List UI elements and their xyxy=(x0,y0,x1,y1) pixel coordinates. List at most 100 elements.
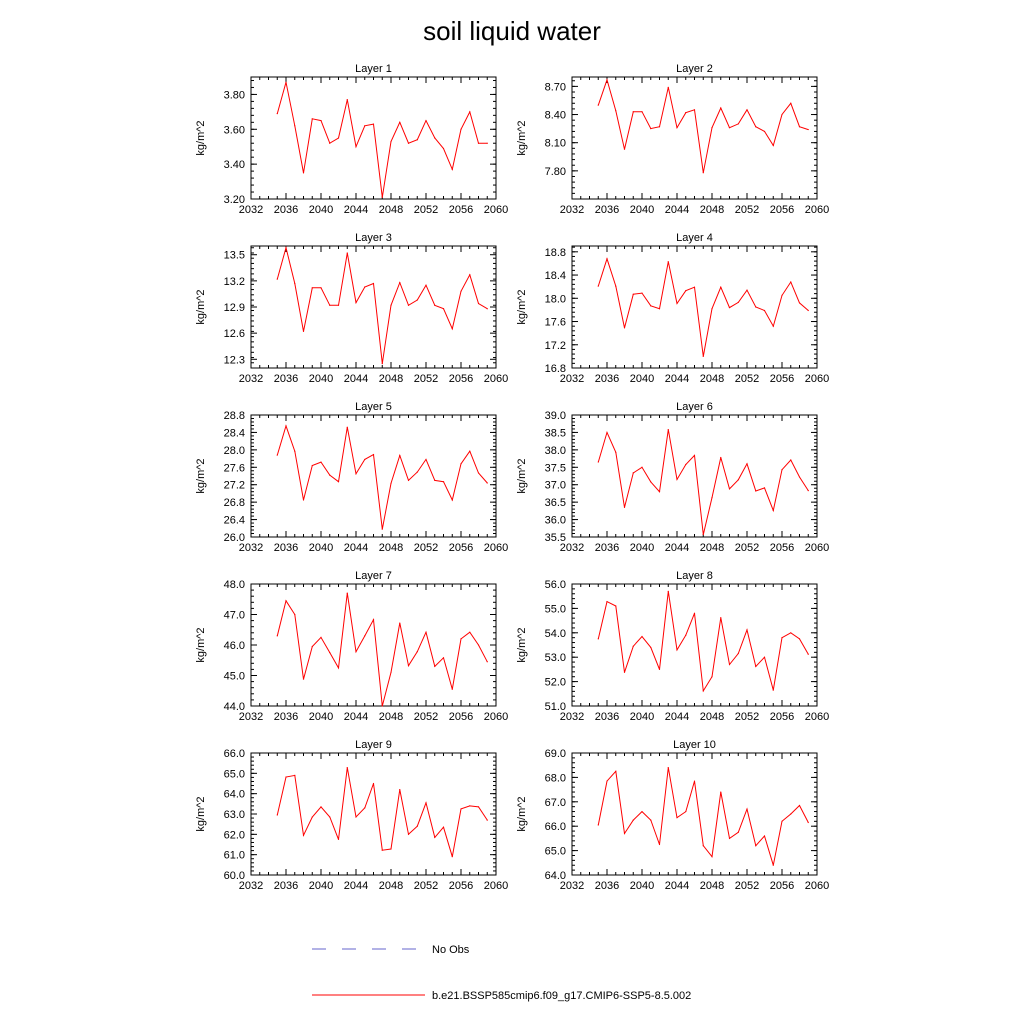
x-tick-label: 2032 xyxy=(560,880,584,892)
panel-title: Layer 9 xyxy=(355,739,392,751)
data-point xyxy=(746,289,748,291)
data-point xyxy=(425,458,427,461)
data-point xyxy=(790,813,792,815)
x-tick-label: 2032 xyxy=(239,204,263,216)
data-point xyxy=(746,463,748,465)
y-tick-label: 16.8 xyxy=(545,363,566,375)
data-point xyxy=(755,306,757,308)
y-tick-label: 37.0 xyxy=(545,480,566,492)
data-point xyxy=(372,282,375,285)
data-point xyxy=(693,286,696,288)
x-tick-label: 2032 xyxy=(560,542,584,554)
x-tick-label: 2044 xyxy=(344,711,368,723)
data-point xyxy=(320,287,322,289)
x-tick-label: 2048 xyxy=(700,711,724,723)
data-point xyxy=(667,86,669,88)
data-point xyxy=(311,816,313,818)
x-tick-label: 2044 xyxy=(344,880,368,892)
data-point xyxy=(416,139,418,141)
data-point xyxy=(320,119,322,122)
data-point xyxy=(346,426,348,428)
data-point xyxy=(623,148,626,150)
data-point xyxy=(728,663,731,666)
data-point xyxy=(294,125,296,127)
data-point xyxy=(755,490,757,492)
data-point xyxy=(285,600,287,602)
y-tick-label: 52.0 xyxy=(545,677,566,689)
data-point xyxy=(355,146,357,148)
x-tick-label: 2032 xyxy=(239,711,263,723)
data-point xyxy=(781,294,783,296)
data-point xyxy=(311,464,313,467)
series-line xyxy=(276,767,488,857)
data-point xyxy=(355,473,357,475)
data-point xyxy=(606,258,608,260)
data-point xyxy=(702,355,704,357)
data-point xyxy=(486,142,488,144)
data-point xyxy=(477,142,480,144)
data-point xyxy=(425,631,427,633)
data-point xyxy=(798,638,801,640)
data-point xyxy=(597,461,599,463)
y-tick-label: 17.6 xyxy=(545,317,566,329)
x-tick-label: 2040 xyxy=(630,204,654,216)
data-point xyxy=(737,301,739,303)
x-tick-label: 2052 xyxy=(735,880,759,892)
x-tick-label: 2032 xyxy=(560,373,584,385)
data-point xyxy=(693,780,696,782)
data-point xyxy=(469,111,471,113)
y-tick-label: 12.6 xyxy=(224,328,245,340)
x-tick-label: 2040 xyxy=(309,542,333,554)
series-line xyxy=(597,78,809,173)
data-point xyxy=(390,140,392,143)
data-point xyxy=(798,476,801,478)
x-tick-label: 2032 xyxy=(560,711,584,723)
y-tick-label: 18.8 xyxy=(545,247,566,259)
x-tick-label: 2056 xyxy=(449,204,473,216)
data-point xyxy=(399,282,401,284)
data-point xyxy=(302,834,305,836)
data-point xyxy=(460,128,462,130)
data-point xyxy=(676,649,678,651)
y-tick-label: 12.9 xyxy=(224,302,245,314)
data-point xyxy=(276,635,278,637)
x-tick-label: 2056 xyxy=(449,711,473,723)
data-point xyxy=(702,845,704,847)
x-tick-label: 2040 xyxy=(630,880,654,892)
y-axis-label: kg/m^2 xyxy=(195,120,207,155)
y-tick-label: 66.0 xyxy=(545,821,566,833)
data-point xyxy=(276,278,278,280)
x-tick-label: 2036 xyxy=(274,711,298,723)
data-point xyxy=(623,506,626,508)
series-line xyxy=(276,424,488,530)
data-point xyxy=(658,491,661,493)
data-point xyxy=(285,776,287,778)
x-tick-label: 2036 xyxy=(274,542,298,554)
y-tick-label: 8.10 xyxy=(545,138,566,150)
data-point xyxy=(728,306,731,309)
data-point xyxy=(632,819,634,821)
data-point xyxy=(615,285,617,287)
y-tick-label: 3.40 xyxy=(224,159,245,171)
data-point xyxy=(720,617,722,619)
series-line xyxy=(276,593,488,707)
data-point xyxy=(650,646,652,649)
data-point xyxy=(685,810,687,813)
data-point xyxy=(486,482,488,484)
data-point xyxy=(685,290,687,292)
plot-frame xyxy=(250,245,497,369)
series-line xyxy=(597,429,809,535)
data-point xyxy=(632,645,634,647)
y-axis-label: kg/m^2 xyxy=(516,289,528,324)
y-tick-label: 12.3 xyxy=(224,354,245,366)
data-point xyxy=(597,285,599,287)
y-axis-label: kg/m^2 xyxy=(195,458,207,493)
y-axis-label: kg/m^2 xyxy=(516,627,528,662)
data-point xyxy=(285,81,287,83)
panel-layer-3: Layer 3 kg/m^2 2032 2036 2040 2044 2048 2052 205… xyxy=(195,232,508,385)
panel-title: Layer 2 xyxy=(676,63,713,75)
data-point xyxy=(781,469,783,471)
data-point xyxy=(311,645,313,648)
x-tick-label: 2060 xyxy=(805,880,829,892)
data-point xyxy=(676,127,678,129)
